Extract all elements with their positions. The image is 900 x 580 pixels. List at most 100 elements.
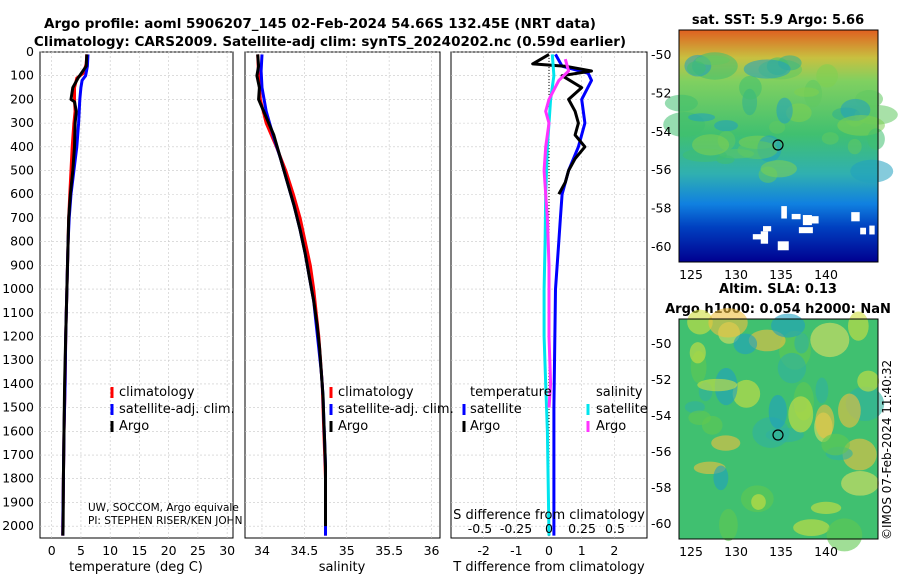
sst-texture — [716, 155, 735, 165]
temperature-legend: climatology satellite-adj. clim. Argo — [110, 385, 235, 434]
sst-missing — [851, 212, 860, 222]
sla-texture — [771, 313, 806, 338]
depth-axis: 0 100 200 300 400 500 600 700 800 900 1000 1100 1200… — [2, 44, 34, 533]
sla-map-title-1: Altim. SLA: 0.13 — [719, 282, 837, 297]
sst-texture — [664, 94, 698, 112]
x-tick-label: 5 — [77, 543, 85, 558]
sla-texture — [733, 333, 758, 355]
depth-tick-label: 400 — [10, 139, 34, 154]
sst-argo-marker — [772, 139, 784, 151]
sst-texture — [743, 59, 791, 79]
sst-missing — [777, 241, 789, 251]
depth-tick-label: 1000 — [2, 281, 34, 296]
depth-tick-label: 1100 — [2, 305, 34, 320]
sla-texture — [793, 519, 830, 536]
sla-texture — [751, 494, 766, 510]
x-tick-label: 35 — [339, 543, 355, 558]
depth-tick-label: 1300 — [2, 352, 34, 367]
difference-panel — [450, 51, 648, 539]
sla-texture — [815, 377, 829, 404]
map-x-tick-label: 135 — [769, 544, 793, 559]
sla-map-y-ticks: -50 -52 -54 -56 -58 -60 — [651, 336, 671, 531]
legend-argo: Argo — [119, 419, 149, 434]
depth-tick-label: 600 — [10, 186, 34, 201]
sst-texture — [821, 132, 839, 145]
map-y-tick-label: -60 — [651, 516, 671, 531]
sla-texture — [788, 396, 814, 433]
series-line-argo — [255, 54, 327, 527]
sla-map — [678, 308, 885, 552]
legend-t-satellite: satellite — [470, 402, 522, 417]
sla-texture — [732, 379, 761, 408]
s-diff-tick-label: -0.5 — [468, 521, 492, 536]
sla-texture — [748, 329, 786, 352]
note-line-2: PI: STEPHEN RISER/KEN JOHN — [88, 515, 242, 527]
sla-texture — [768, 394, 787, 429]
depth-tick-label: 800 — [10, 234, 34, 249]
depth-tick-label: 0 — [26, 44, 34, 59]
difference-xlabel-top: S difference from climatology — [453, 508, 645, 523]
sla-texture — [794, 333, 809, 354]
x-tick-label: 34.5 — [290, 543, 318, 558]
sla-texture — [713, 465, 729, 491]
s-diff-tick-label: 0 — [545, 521, 553, 536]
s-diff-tick-label: -0.25 — [500, 521, 532, 536]
x-tick-label: 1 — [578, 543, 586, 558]
sla-texture — [815, 404, 835, 439]
depth-tick-label: 300 — [10, 115, 34, 130]
depth-tick-label: 100 — [10, 68, 34, 83]
map-y-tick-label: -56 — [651, 444, 671, 459]
map-x-tick-label: 130 — [724, 544, 748, 559]
depth-tick-label: 2000 — [2, 518, 34, 533]
x-tick-label: 35.5 — [375, 543, 403, 558]
depth-tick-label: 500 — [10, 163, 34, 178]
sst-texture — [692, 134, 730, 156]
sla-texture — [821, 433, 850, 456]
sla-texture — [687, 309, 713, 335]
depth-tick-label: 1900 — [2, 494, 34, 509]
depth-tick-label: 700 — [10, 210, 34, 225]
sst-texture — [687, 61, 706, 76]
series-line-s-argo — [542, 58, 571, 408]
sst-texture — [688, 113, 716, 122]
header-line-2: Climatology: CARS2009. Satellite-adj cli… — [34, 34, 626, 50]
depth-tick-label: 200 — [10, 91, 34, 106]
x-tick-label: 36 — [424, 543, 440, 558]
sla-texture — [697, 378, 738, 392]
map-y-tick-label: -58 — [651, 480, 671, 495]
sst-texture — [776, 97, 793, 124]
map-y-tick-label: -60 — [651, 239, 671, 254]
legend-title-salinity: salinity — [596, 385, 643, 400]
legend-title-temperature: temperature — [470, 385, 552, 400]
depth-tick-label: 1200 — [2, 328, 34, 343]
depth-tick-label: 900 — [10, 257, 34, 272]
sst-map-x-ticks: 125 130 135 140 — [679, 267, 838, 282]
watermark: ©IMOS 07-Feb-2024 11:40:32 — [880, 360, 894, 540]
temperature-x-ticks: 0 5 10 15 20 25 30 — [48, 543, 235, 558]
sla-texture — [689, 342, 706, 364]
sst-texture — [695, 55, 730, 65]
map-x-tick-label: 130 — [724, 267, 748, 282]
x-tick-label: -1 — [510, 543, 522, 558]
sst-missing — [763, 226, 772, 232]
sst-texture — [847, 138, 862, 155]
sla-map-x-ticks: 125 130 135 140 — [679, 544, 838, 559]
sla-texture — [841, 471, 879, 496]
map-y-tick-label: -56 — [651, 162, 671, 177]
sst-texture — [816, 64, 838, 88]
header-line-1: Argo profile: aoml 5906207_145 02-Feb-20… — [44, 16, 596, 32]
map-y-tick-label: -50 — [651, 47, 671, 62]
sla-texture — [842, 438, 877, 471]
sst-texture — [739, 75, 762, 100]
series-line-t-argo — [531, 53, 593, 195]
sst-missing — [869, 225, 875, 235]
sla-texture — [838, 393, 861, 428]
map-x-tick-label: 125 — [679, 267, 703, 282]
x-tick-label: 15 — [131, 543, 147, 558]
depth-tick-label: 1400 — [2, 376, 34, 391]
sla-texture — [719, 508, 738, 542]
salinity-legend: climatology satellite-adj. clim. Argo — [329, 385, 454, 434]
x-tick-label: 30 — [219, 543, 235, 558]
sst-texture — [769, 120, 786, 134]
